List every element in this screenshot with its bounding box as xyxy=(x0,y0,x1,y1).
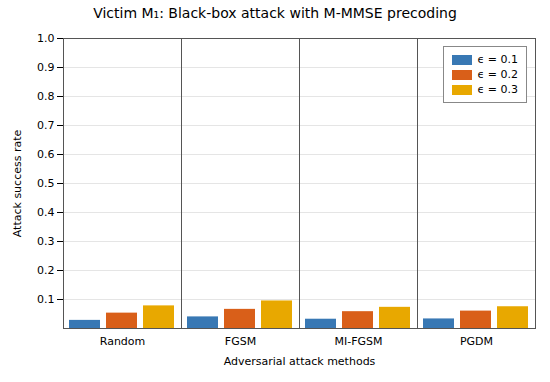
svg-text:Adversarial attack methods: Adversarial attack methods xyxy=(224,355,376,368)
html-text:ϵ = 0.2: ϵ = 0.2 xyxy=(477,68,518,81)
html-text:ϵ = 0.1: ϵ = 0.1 xyxy=(477,53,518,66)
svg-text:1.0: 1.0 xyxy=(37,32,55,45)
svg-text:0.2: 0.2 xyxy=(37,264,55,277)
svg-text:PGDM: PGDM xyxy=(460,335,493,348)
svg-text:FGSM: FGSM xyxy=(225,335,256,348)
svg-text:Attack success rate: Attack success rate xyxy=(11,130,24,238)
html-text:Victim M₁: Black-box attack wi: Victim M₁: Black-box attack with M-MMSE … xyxy=(93,5,457,21)
html-text:ϵ = 0.3: ϵ = 0.3 xyxy=(477,83,518,96)
svg-text:0.5: 0.5 xyxy=(37,177,55,190)
svg-text:0.8: 0.8 xyxy=(37,90,55,103)
svg-text:0.6: 0.6 xyxy=(37,148,55,161)
svg-text:MI-FGSM: MI-FGSM xyxy=(334,335,382,348)
svg-text:0.7: 0.7 xyxy=(37,119,55,132)
svg-text:0.3: 0.3 xyxy=(37,235,55,248)
svg-text:Random: Random xyxy=(100,335,146,348)
svg-text:0.1: 0.1 xyxy=(37,293,55,306)
svg-text:0.9: 0.9 xyxy=(37,61,55,74)
svg-text:0.4: 0.4 xyxy=(37,206,55,219)
